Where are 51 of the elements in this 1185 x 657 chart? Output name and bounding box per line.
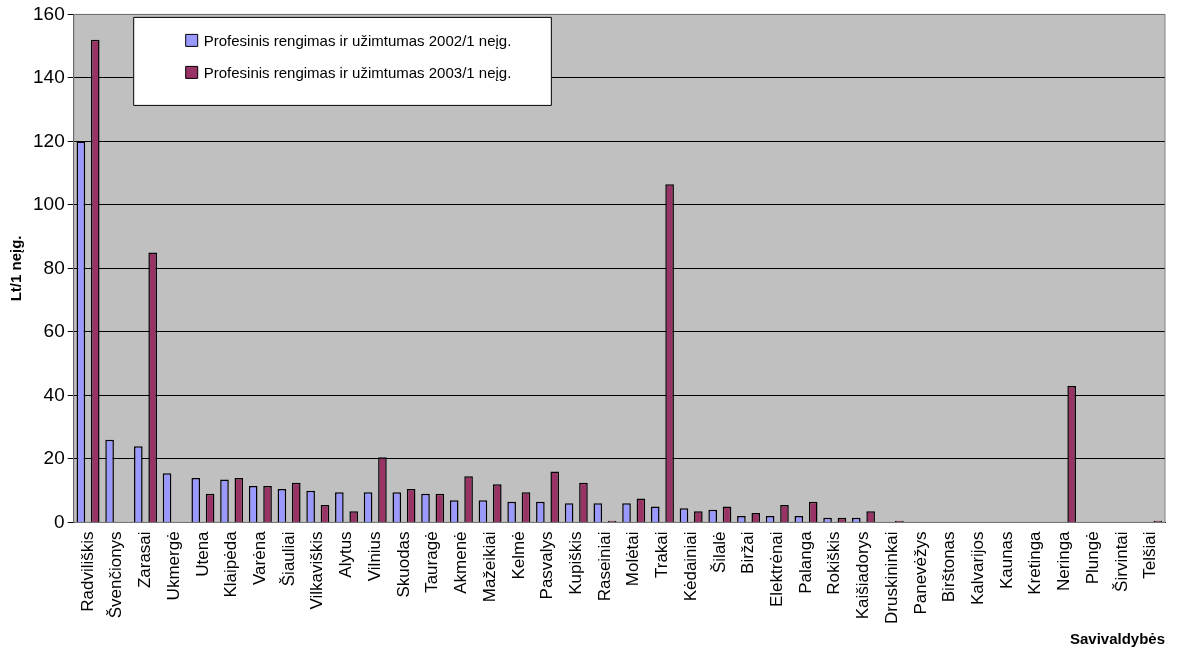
x-tick-label: Biržai — [738, 531, 758, 574]
y-axis-title: Lt/1 neįg. — [7, 235, 25, 302]
y-tick-label: 80 — [43, 256, 65, 278]
x-tick-label: Alytus — [336, 531, 356, 578]
x-tick-label: Kėdainiai — [680, 531, 700, 602]
legend-label: Profesinis rengimas ir užimtumas 2003/1 neįg. — [203, 63, 512, 81]
x-tick-label: Švenčionys — [106, 531, 126, 619]
x-tick-label: Kaišiadorys — [853, 531, 873, 620]
x-tick-label: Skuodas — [393, 531, 413, 598]
x-tick-label: Kalvarijos — [968, 531, 988, 606]
y-tick-label: 20 — [43, 447, 65, 469]
x-tick-label: Panevėžys — [910, 531, 930, 615]
x-tick-label: Šiauliai — [278, 531, 298, 587]
x-tick-label: Palanga — [795, 530, 815, 594]
x-tick-label: Vilnius — [364, 531, 384, 582]
x-tick-label: Akmenė — [451, 531, 471, 594]
x-tick-label: Vilkaviškis — [307, 531, 327, 610]
y-tick-label: 120 — [33, 129, 65, 151]
y-tick-label: 0 — [54, 510, 65, 532]
x-tick-label: Šilalė — [709, 531, 729, 574]
x-tick-label: Rokiškis — [824, 531, 844, 595]
y-tick-label: 140 — [33, 66, 65, 88]
x-axis-title: Savivaldybės — [1069, 630, 1165, 648]
x-tick-label: Kretinga — [1025, 530, 1045, 595]
x-tick-label: Plungė — [1082, 531, 1102, 585]
x-tick-label: Kelmė — [508, 531, 528, 580]
x-tick-label: Klaipėda — [221, 530, 241, 598]
x-tick-label: Radviliškis — [77, 531, 97, 612]
x-tick-label: Zarasai — [135, 531, 155, 589]
x-tick-label: Varėna — [250, 530, 270, 585]
x-tick-label: Elektrėnai — [766, 531, 786, 608]
x-tick-label: Trakai — [652, 531, 672, 579]
y-tick-label: 100 — [33, 193, 65, 215]
x-tick-label: Druskininkai — [881, 531, 901, 625]
x-tick-label: Utena — [192, 530, 212, 577]
x-tick-label: Neringa — [1054, 530, 1074, 591]
x-tick-label: Birštonas — [939, 531, 959, 603]
x-tick-label: Raseiniai — [594, 531, 614, 602]
x-tick-label: Pasvalys — [537, 531, 557, 600]
x-tick-label: Širvintai — [1111, 531, 1131, 592]
x-tick-label: Molėtai — [623, 531, 643, 587]
x-tick-label: Kupiškis — [565, 531, 585, 595]
y-tick-label: 40 — [43, 383, 65, 405]
x-tick-label: Ukmergė — [163, 531, 183, 601]
x-tick-label: Kaunas — [996, 531, 1016, 590]
x-tick-label: Tauragė — [422, 531, 442, 593]
x-tick-label: Mažeikiai — [479, 531, 499, 603]
legend-label: Profesinis rengimas ir užimtumas 2002/1 neįg. — [203, 31, 512, 49]
y-tick-label: 60 — [43, 320, 65, 342]
y-tick-label: 160 — [33, 2, 65, 24]
x-tick-label: Telšiai — [1140, 531, 1160, 579]
